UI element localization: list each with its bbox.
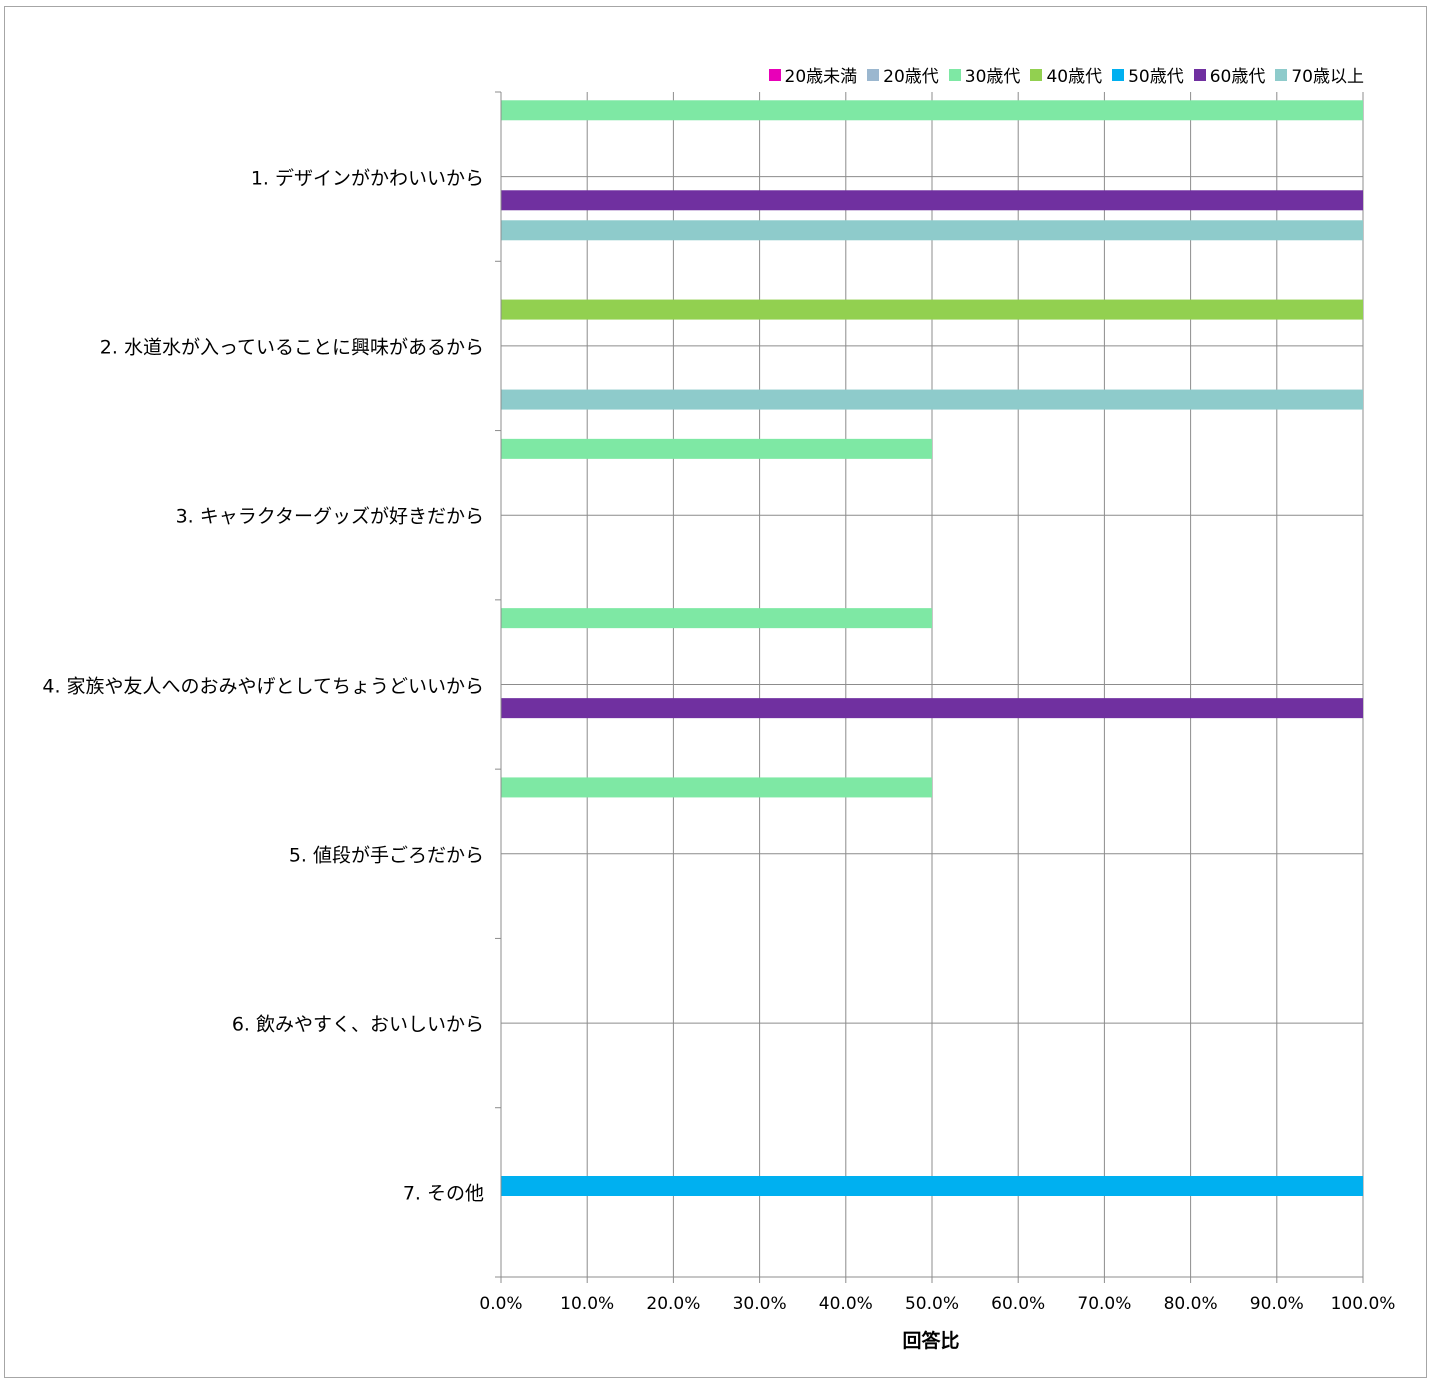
legend-swatch <box>768 68 781 81</box>
bar <box>501 389 1363 410</box>
x-tick-label: 40.0% <box>818 1294 873 1314</box>
x-tick-label: 50.0% <box>904 1294 960 1314</box>
legend-label: 60歳代 <box>1209 67 1266 87</box>
legend-swatch <box>1193 68 1206 81</box>
legend-label: 50歳代 <box>1128 67 1184 87</box>
legend-item: 70歳以上 <box>1275 62 1364 87</box>
category-label: 5. 値段が手ごろだから <box>288 844 484 867</box>
bar <box>501 190 1363 211</box>
x-tick-label: 70.0% <box>1077 1294 1132 1314</box>
category-label: 1. デザインがかわいいから <box>250 167 484 190</box>
x-tick-label: 60.0% <box>991 1294 1046 1314</box>
legend-label: 40歳代 <box>1046 67 1103 87</box>
category-label: 7. その他 <box>402 1182 484 1205</box>
x-tick-label: 20.0% <box>646 1294 701 1314</box>
legend-item: 20歳代 <box>867 62 939 87</box>
legend-swatch <box>1275 68 1288 81</box>
legend-swatch <box>1030 68 1043 81</box>
bar <box>501 438 932 459</box>
bar-layer <box>501 100 1363 1196</box>
legend-label: 70歳以上 <box>1291 67 1364 87</box>
legend: 20歳未満 20歳代 30歳代 40歳代 50歳代 60歳代 70歳以上 <box>759 62 1364 87</box>
legend-swatch <box>867 68 880 81</box>
bar <box>501 1176 1363 1196</box>
bar <box>501 299 1363 320</box>
axis-layer <box>495 91 1364 1283</box>
bar <box>501 608 932 629</box>
x-axis-title: 回答比 <box>902 1330 960 1352</box>
legend-swatch <box>1112 68 1125 81</box>
x-tick-label: 30.0% <box>732 1294 787 1314</box>
legend-item: 60歳代 <box>1193 62 1266 87</box>
category-label: 6. 飲みやすく、おいしいから <box>231 1013 484 1036</box>
bar <box>501 100 1363 121</box>
x-tick-label: 80.0% <box>1163 1294 1218 1314</box>
x-tick-label: 0.0% <box>479 1294 523 1314</box>
x-tick-label: 10.0% <box>560 1294 615 1314</box>
legend-label: 30歳代 <box>964 67 1021 87</box>
legend-item: 30歳代 <box>948 62 1021 87</box>
category-label: 3. キャラクターグッズが好きだから <box>175 505 484 528</box>
legend-item: 50歳代 <box>1112 62 1184 87</box>
category-label: 2. 水道水が入っていることに興味があるから <box>99 336 484 359</box>
category-label: 4. 家族や友人へのおみやげとしてちょうどいいから <box>42 675 484 697</box>
legend-swatch <box>948 68 961 81</box>
legend-item: 20歳未満 <box>768 62 858 87</box>
legend-label: 20歳代 <box>883 67 939 87</box>
bar <box>501 698 1363 719</box>
x-tick-label: 90.0% <box>1249 1294 1304 1314</box>
bar <box>501 220 1363 241</box>
x-tick-label: 100.0% <box>1330 1294 1396 1314</box>
bar <box>501 777 932 798</box>
legend-item: 40歳代 <box>1030 62 1102 87</box>
grid-layer <box>500 92 1364 1277</box>
legend-label: 20歳未満 <box>784 67 858 87</box>
